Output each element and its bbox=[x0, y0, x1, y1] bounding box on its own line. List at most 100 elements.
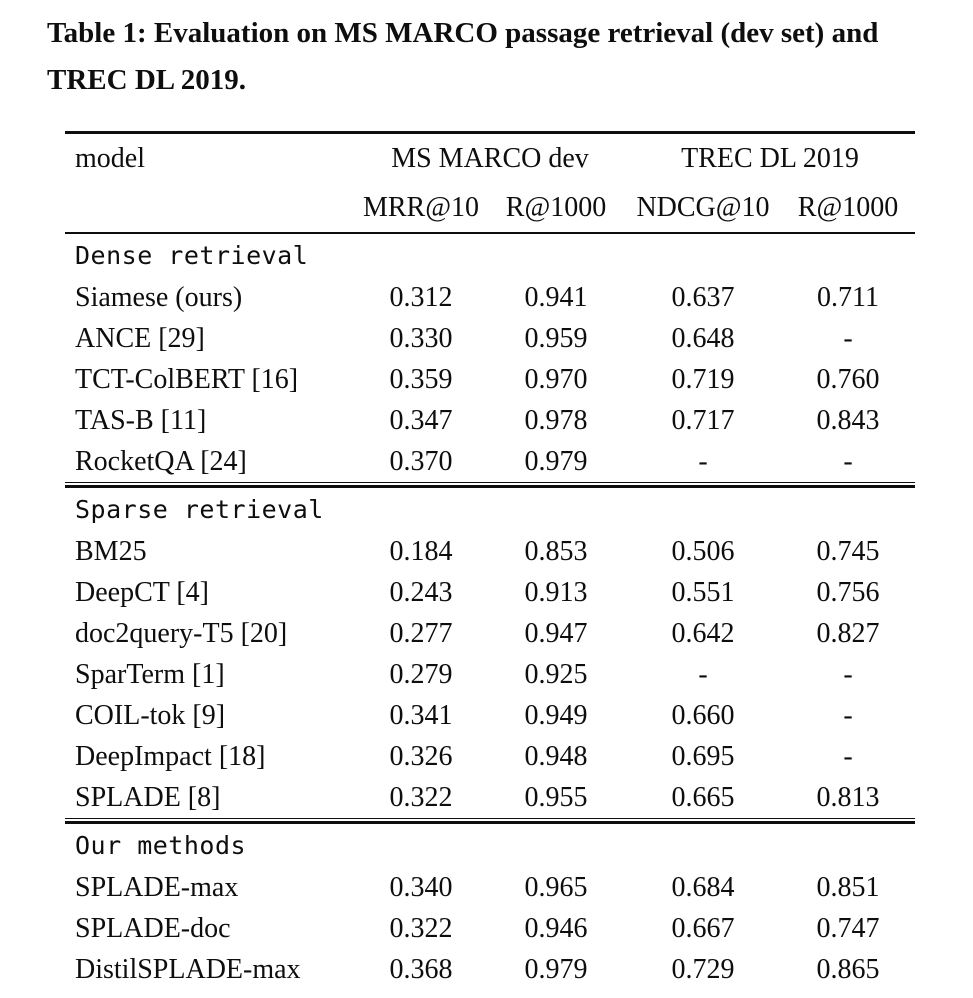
table-row: doc2query-T5 [20] 0.277 0.947 0.642 0.82… bbox=[65, 613, 915, 654]
value-cell: - bbox=[843, 658, 853, 690]
model-cell: doc2query-T5 [20] bbox=[75, 617, 288, 649]
value-cell: 0.913 bbox=[524, 576, 588, 608]
value-cell: 0.312 bbox=[389, 281, 453, 313]
value-cell: 0.745 bbox=[816, 535, 880, 567]
value-cell: 0.695 bbox=[671, 740, 735, 772]
value-cell: 0.279 bbox=[389, 658, 453, 690]
section-divider-rule bbox=[65, 818, 915, 824]
table-body: Dense retrieval Siamese (ours) 0.312 0.9… bbox=[65, 234, 915, 990]
value-cell: 0.970 bbox=[524, 363, 588, 395]
table-row: RocketQA [24] 0.370 0.979 - - bbox=[65, 441, 915, 482]
header-group-trec-dl-2019: TREC DL 2019 bbox=[681, 143, 859, 174]
model-cell: DeepCT [4] bbox=[75, 576, 209, 608]
value-cell: 0.326 bbox=[389, 740, 453, 772]
table-section: Our methods SPLADE-max 0.340 0.965 0.684… bbox=[65, 824, 915, 990]
table-section: Dense retrieval Siamese (ours) 0.312 0.9… bbox=[65, 234, 915, 482]
value-cell: 0.955 bbox=[524, 781, 588, 813]
value-cell: 0.648 bbox=[671, 322, 735, 354]
value-cell: - bbox=[843, 322, 853, 354]
header-metric-mrr10: MRR@10 bbox=[362, 192, 480, 223]
value-cell: 0.979 bbox=[524, 445, 588, 477]
value-cell: - bbox=[843, 699, 853, 731]
model-cell: TAS-B [11] bbox=[75, 404, 207, 436]
value-cell: 0.243 bbox=[389, 576, 453, 608]
value-cell: 0.747 bbox=[816, 912, 880, 944]
table-row: TAS-B [11] 0.347 0.978 0.717 0.843 bbox=[65, 400, 915, 441]
value-cell: 0.979 bbox=[524, 953, 588, 985]
table-section: Sparse retrieval BM25 0.184 0.853 0.506 … bbox=[65, 488, 915, 818]
value-cell: 0.843 bbox=[816, 404, 880, 436]
table-row: COIL-tok [9] 0.341 0.949 0.660 - bbox=[65, 695, 915, 736]
model-cell: SPLADE [8] bbox=[75, 781, 221, 813]
value-cell: 0.959 bbox=[524, 322, 588, 354]
table-row: SPLADE-doc 0.322 0.946 0.667 0.747 bbox=[65, 908, 915, 949]
table-row: ANCE [29] 0.330 0.959 0.648 - bbox=[65, 318, 915, 359]
section-header: Dense retrieval bbox=[75, 241, 309, 270]
value-cell: 0.660 bbox=[671, 699, 735, 731]
value-cell: 0.949 bbox=[524, 699, 588, 731]
model-cell: DistilSPLADE-max bbox=[75, 953, 301, 985]
value-cell: 0.184 bbox=[389, 535, 453, 567]
value-cell: 0.340 bbox=[389, 871, 453, 903]
model-cell: ANCE [29] bbox=[75, 322, 205, 354]
header-metric-r1000-msmarco: R@1000 bbox=[505, 192, 607, 223]
value-cell: 0.729 bbox=[671, 953, 735, 985]
model-cell: BM25 bbox=[75, 535, 147, 567]
header-group-msmarco-dev: MS MARCO dev bbox=[391, 143, 589, 174]
table-row: BM25 0.184 0.853 0.506 0.745 bbox=[65, 531, 915, 572]
value-cell: 0.667 bbox=[671, 912, 735, 944]
value-cell: 0.925 bbox=[524, 658, 588, 690]
value-cell: 0.853 bbox=[524, 535, 588, 567]
value-cell: 0.322 bbox=[389, 781, 453, 813]
value-cell: 0.719 bbox=[671, 363, 735, 395]
value-cell: 0.341 bbox=[389, 699, 453, 731]
model-cell: SparTerm [1] bbox=[75, 658, 225, 690]
value-cell: 0.359 bbox=[389, 363, 453, 395]
table-row: DistilSPLADE-max 0.368 0.979 0.729 0.865 bbox=[65, 949, 915, 990]
model-cell: SPLADE-doc bbox=[75, 912, 231, 944]
value-cell: - bbox=[843, 740, 853, 772]
value-cell: 0.756 bbox=[816, 576, 880, 608]
value-cell: - bbox=[698, 658, 708, 690]
table-row: TCT-ColBERT [16] 0.359 0.970 0.719 0.760 bbox=[65, 359, 915, 400]
section-divider-rule bbox=[65, 482, 915, 488]
value-cell: 0.813 bbox=[816, 781, 880, 813]
value-cell: 0.322 bbox=[389, 912, 453, 944]
value-cell: 0.827 bbox=[816, 617, 880, 649]
table-row: DeepImpact [18] 0.326 0.948 0.695 - bbox=[65, 736, 915, 777]
section-header: Our methods bbox=[75, 831, 247, 860]
table-row: SPLADE-max 0.340 0.965 0.684 0.851 bbox=[65, 867, 915, 908]
value-cell: 0.347 bbox=[389, 404, 453, 436]
table-row: SparTerm [1] 0.279 0.925 - - bbox=[65, 654, 915, 695]
value-cell: 0.684 bbox=[671, 871, 735, 903]
value-cell: 0.978 bbox=[524, 404, 588, 436]
table-caption: Table 1: Evaluation on MS MARCO passage … bbox=[47, 17, 879, 96]
value-cell: 0.368 bbox=[389, 953, 453, 985]
header-bottom-rule bbox=[65, 232, 915, 234]
value-cell: 0.642 bbox=[671, 617, 735, 649]
model-cell: Siamese (ours) bbox=[75, 281, 243, 313]
value-cell: 0.370 bbox=[389, 445, 453, 477]
header-model-column: model bbox=[75, 143, 145, 174]
table-top-rule bbox=[65, 131, 915, 134]
model-cell: RocketQA [24] bbox=[75, 445, 247, 477]
model-cell: SPLADE-max bbox=[75, 871, 239, 903]
value-cell: 0.851 bbox=[816, 871, 880, 903]
value-cell: - bbox=[698, 445, 708, 477]
value-cell: - bbox=[843, 445, 853, 477]
value-cell: 0.330 bbox=[389, 322, 453, 354]
value-cell: 0.506 bbox=[671, 535, 735, 567]
table-row: SPLADE [8] 0.322 0.955 0.665 0.813 bbox=[65, 777, 915, 818]
value-cell: 0.865 bbox=[816, 953, 880, 985]
value-cell: 0.941 bbox=[524, 281, 588, 313]
table-header-metrics: MRR@10 R@1000 NDCG@10 R@1000 bbox=[65, 184, 915, 232]
value-cell: 0.965 bbox=[524, 871, 588, 903]
value-cell: 0.760 bbox=[816, 363, 880, 395]
section-header: Sparse retrieval bbox=[75, 495, 324, 524]
table-row: DeepCT [4] 0.243 0.913 0.551 0.756 bbox=[65, 572, 915, 613]
value-cell: 0.711 bbox=[817, 281, 879, 313]
value-cell: 0.946 bbox=[524, 912, 588, 944]
header-metric-r1000-trec: R@1000 bbox=[797, 192, 899, 223]
model-cell: TCT-ColBERT [16] bbox=[75, 363, 299, 395]
